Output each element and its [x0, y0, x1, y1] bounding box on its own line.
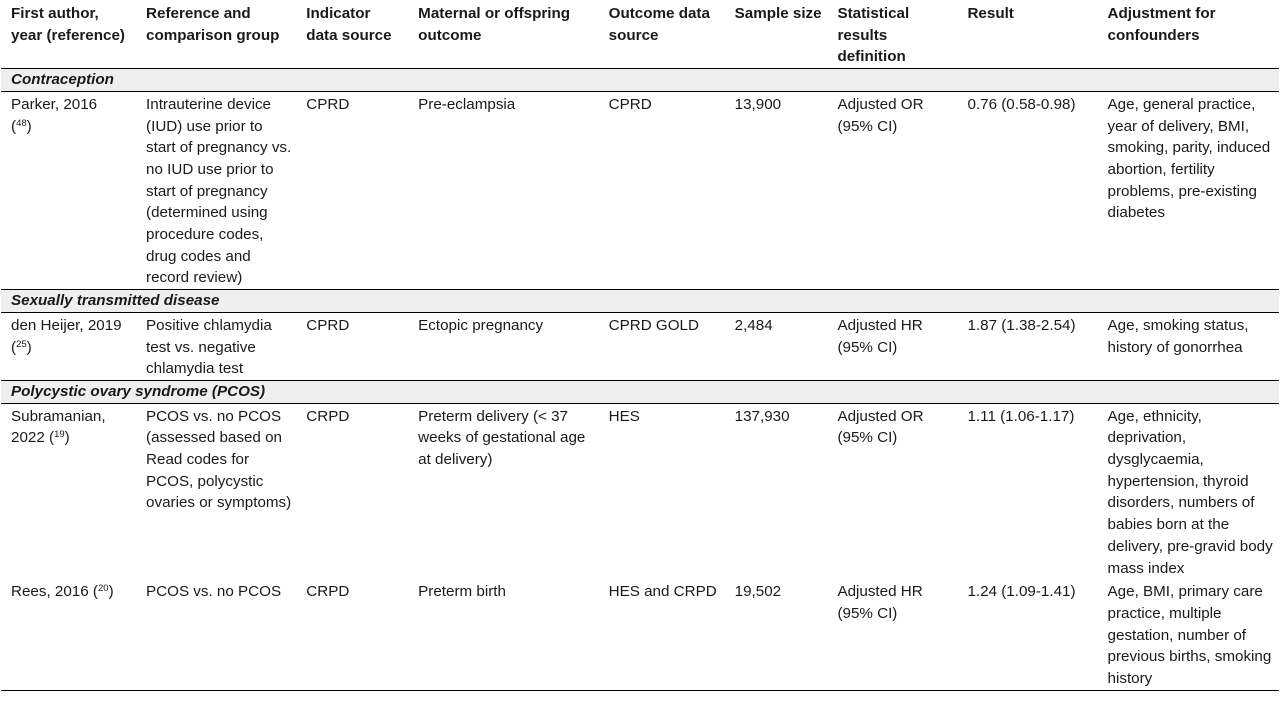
- section-title: Contraception: [1, 68, 1279, 92]
- cell-adjustment: Age, ethnicity, deprivation, dysglycaemi…: [1107, 407, 1273, 577]
- cell-adjustment: Age, general practice, year of delivery,…: [1097, 91, 1279, 291]
- table-row: Rees, 2016 (20) PCOS vs. no PCOS CRPD Pr…: [1, 579, 1279, 691]
- studies-table-page: First author, year (reference) Reference…: [1, 0, 1279, 691]
- header-definition: Statistical results definition: [827, 0, 958, 70]
- cell-result: 1.24 (1.09-1.41): [957, 579, 1098, 691]
- section-row: Sexually transmitted disease: [1, 289, 1279, 313]
- cell-author: Parker, 2016 (48): [1, 91, 137, 291]
- table-row: den Heijer, 2019 (25) Positive chlamydia…: [1, 312, 1279, 381]
- cell-indicator-source: CRPD: [296, 579, 409, 691]
- cell-sample-size: 2,484: [724, 312, 828, 381]
- studies-table: First author, year (reference) Reference…: [1, 0, 1279, 691]
- cell-result: 0.76 (0.58-0.98): [957, 91, 1098, 291]
- cell-outcome: Preterm birth: [408, 579, 599, 691]
- table-row: Parker, 2016 (48) Intrauterine device (IU…: [1, 91, 1279, 291]
- header-indicator-source: Indicator data source: [296, 0, 409, 70]
- cell-comparison: PCOS vs. no PCOS (assessed based on Read…: [146, 407, 292, 512]
- cell-author: Subramanian, 2022 (19): [11, 407, 106, 447]
- cell-result: 1.11 (1.06-1.17): [967, 407, 1075, 425]
- cell-sample-size: 13,900: [724, 91, 828, 291]
- cell-definition: Adjusted OR (95% CI): [827, 91, 958, 291]
- header-author: First author, year (reference): [1, 0, 137, 70]
- cell-comparison: Intrauterine device (IUD) use prior to s…: [136, 91, 297, 291]
- section-row: Polycystic ovary syndrome (PCOS): [1, 380, 1279, 404]
- header-sample-size: Sample size: [724, 0, 828, 70]
- header-outcome: Maternal or offspring outcome: [408, 0, 599, 70]
- header-outcome-source: Outcome data source: [598, 0, 725, 70]
- cell-comparison: PCOS vs. no PCOS: [136, 579, 297, 691]
- cell-sample-size: 137,930: [734, 407, 790, 425]
- cell-adjustment: Age, smoking status, history of gonorrhe…: [1097, 312, 1279, 381]
- section-title: Polycystic ovary syndrome (PCOS): [1, 380, 1279, 404]
- cell-adjustment: Age, BMI, primary care practice, multipl…: [1097, 579, 1279, 691]
- cell-definition: Adjusted OR (95% CI): [837, 407, 924, 447]
- cell-outcome: Pre-eclampsia: [408, 91, 599, 291]
- header-result: Result: [957, 0, 1098, 70]
- cell-sample-size: 19,502: [724, 579, 828, 691]
- cell-outcome-source: HES and CRPD: [598, 579, 725, 691]
- cell-indicator-source: CPRD: [296, 312, 409, 381]
- cell-definition: Adjusted HR (95% CI): [827, 312, 958, 381]
- cell-outcome: Preterm delivery (< 37 weeks of gestatio…: [418, 407, 586, 469]
- cell-outcome-source: CPRD GOLD: [598, 312, 725, 381]
- section-title: Sexually transmitted disease: [1, 289, 1279, 313]
- section-row: Contraception: [1, 68, 1279, 92]
- cell-outcome: Ectopic pregnancy: [408, 312, 599, 381]
- cell-outcome-source: HES: [608, 407, 640, 425]
- cell-outcome-source: CPRD: [598, 91, 725, 291]
- header-adjustment: Adjustment for confounders: [1097, 0, 1279, 70]
- cell-author: Rees, 2016 (20): [1, 579, 137, 691]
- header-row: First author, year (reference) Reference…: [1, 0, 1279, 70]
- table-row: Subramanian, 2022 (19) PCOS vs. no PCOS …: [1, 403, 1279, 579]
- cell-comparison: Positive chlamydia test vs. negative chl…: [136, 312, 297, 381]
- cell-indicator-source: CPRD: [296, 91, 409, 291]
- header-comparison: Reference and comparison group: [136, 0, 297, 70]
- cell-author: den Heijer, 2019 (25): [1, 312, 137, 381]
- cell-definition: Adjusted HR (95% CI): [827, 579, 958, 691]
- cell-result: 1.87 (1.38-2.54): [957, 312, 1098, 381]
- cell-indicator-source: CRPD: [306, 407, 350, 425]
